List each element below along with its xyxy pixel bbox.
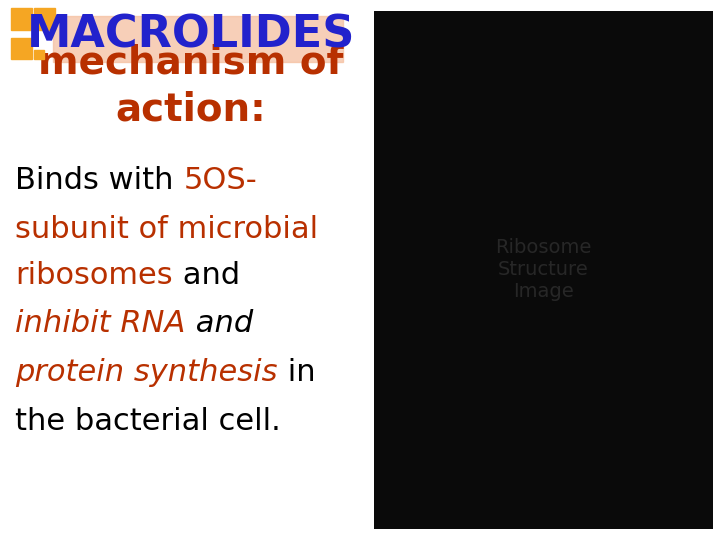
- Text: Ribosome
Structure
Image: Ribosome Structure Image: [495, 239, 592, 301]
- Text: and: and: [186, 309, 253, 339]
- Bar: [12, 38, 32, 59]
- Text: MACROLIDES: MACROLIDES: [27, 14, 355, 57]
- Text: ribosomes: ribosomes: [15, 261, 173, 290]
- Text: 5OS-: 5OS-: [184, 166, 257, 195]
- Text: protein synthesis: protein synthesis: [15, 358, 278, 387]
- Text: and: and: [173, 261, 240, 290]
- Text: mechanism of
action:: mechanism of action:: [38, 44, 343, 129]
- Text: in: in: [278, 358, 315, 387]
- Text: inhibit RNA: inhibit RNA: [15, 309, 186, 339]
- Text: subunit of microbial: subunit of microbial: [15, 215, 318, 244]
- Bar: [12, 8, 32, 30]
- Text: Binds with: Binds with: [15, 166, 184, 195]
- Bar: [35, 8, 55, 30]
- FancyBboxPatch shape: [53, 16, 343, 62]
- Bar: [35, 50, 44, 59]
- Text: the bacterial cell.: the bacterial cell.: [15, 407, 281, 436]
